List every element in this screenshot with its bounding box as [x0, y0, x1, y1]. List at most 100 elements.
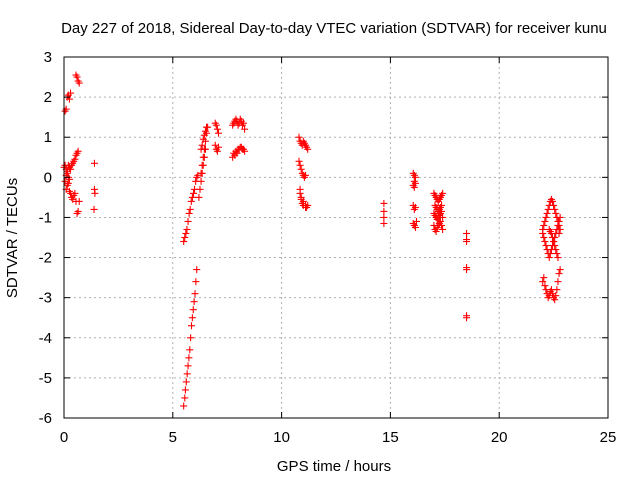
data-point — [197, 145, 205, 153]
data-point — [380, 199, 388, 207]
data-point — [197, 177, 205, 185]
data-point — [187, 197, 195, 205]
data-point — [181, 386, 189, 394]
data-point — [439, 225, 447, 233]
data-point — [439, 189, 447, 197]
data-point — [540, 234, 548, 241]
data-point — [302, 171, 310, 179]
data-point — [200, 131, 208, 139]
x-tick-label: 10 — [273, 429, 290, 446]
data-point — [188, 193, 196, 201]
data-point — [545, 254, 553, 262]
x-tick-label: 5 — [169, 429, 177, 446]
data-point — [198, 161, 206, 169]
y-tick-label: -1 — [39, 209, 52, 226]
data-point — [186, 346, 194, 354]
data-point — [189, 189, 197, 197]
data-point — [438, 221, 446, 229]
data-point — [413, 217, 421, 225]
data-point — [183, 370, 191, 378]
data-point — [554, 221, 562, 229]
data-point — [550, 201, 558, 209]
data-point — [555, 229, 563, 237]
data-point — [90, 205, 98, 213]
x-tick-label: 20 — [491, 429, 508, 446]
data-point — [539, 229, 547, 237]
data-point — [554, 254, 562, 262]
data-point — [552, 292, 560, 300]
data-point — [432, 227, 440, 235]
data-point — [197, 169, 205, 177]
y-tick-label: 3 — [44, 49, 52, 66]
data-point — [551, 242, 559, 250]
y-tick-label: -2 — [39, 250, 52, 267]
data-point — [240, 145, 248, 153]
data-point — [184, 217, 192, 225]
data-point — [75, 197, 83, 205]
data-point — [439, 213, 447, 221]
data-point — [67, 89, 75, 97]
data-point — [555, 217, 563, 225]
data-point — [551, 205, 559, 213]
x-tick-label: 0 — [60, 429, 68, 446]
data-point — [188, 322, 196, 330]
data-point — [540, 274, 548, 282]
data-point — [296, 161, 304, 169]
data-point — [213, 147, 221, 155]
y-tick-label: -3 — [39, 290, 52, 307]
axis-ticks — [63, 56, 609, 419]
data-point — [552, 246, 560, 254]
data-point — [297, 195, 305, 203]
data-point — [556, 225, 564, 233]
data-point — [554, 278, 562, 286]
data-point — [75, 79, 83, 87]
data-point — [296, 185, 304, 193]
y-tick-label: 0 — [44, 169, 52, 186]
y-axis-label: SDTVAR / TECUs — [4, 178, 21, 298]
data-point — [183, 225, 191, 233]
data-point — [543, 209, 551, 217]
plot-frame — [63, 56, 609, 419]
data-point — [199, 153, 207, 161]
data-point — [463, 229, 471, 237]
data-point — [539, 278, 547, 286]
data-point — [184, 362, 192, 370]
data-point — [241, 125, 249, 133]
y-tick-label: -6 — [39, 410, 52, 427]
data-point — [380, 207, 388, 215]
data-point — [181, 394, 189, 402]
data-point — [304, 201, 312, 209]
data-point — [214, 129, 222, 137]
data-point — [90, 159, 98, 167]
data-point — [187, 334, 195, 342]
chart-title: Day 227 of 2018, Sidereal Day-to-day VTE… — [61, 20, 607, 37]
data-point — [547, 229, 555, 237]
data-point — [186, 205, 194, 213]
data-point — [193, 266, 201, 274]
data-point — [550, 238, 558, 246]
y-tick-label: 2 — [44, 89, 52, 106]
data-point — [192, 278, 200, 286]
data-point — [213, 125, 221, 133]
data-point — [552, 209, 560, 217]
data-point — [542, 242, 550, 250]
x-axis-label: GPS time / hours — [277, 458, 391, 475]
data-point — [556, 266, 564, 274]
data-point — [180, 402, 188, 410]
data-point — [541, 217, 549, 225]
data-point — [73, 73, 81, 81]
x-tick-labels: 0 5 10 15 20 25 — [60, 429, 617, 446]
data-point — [190, 298, 198, 306]
data-point — [64, 179, 72, 187]
data-point — [380, 219, 388, 227]
data-point — [411, 223, 419, 231]
data-point — [297, 165, 305, 173]
data-point — [411, 203, 419, 211]
data-point — [463, 266, 471, 274]
y-tick-label: 1 — [44, 129, 52, 146]
x-tick-label: 25 — [600, 429, 617, 446]
y-tick-label: -5 — [39, 370, 52, 387]
data-point — [380, 213, 388, 221]
data-point — [233, 149, 241, 157]
